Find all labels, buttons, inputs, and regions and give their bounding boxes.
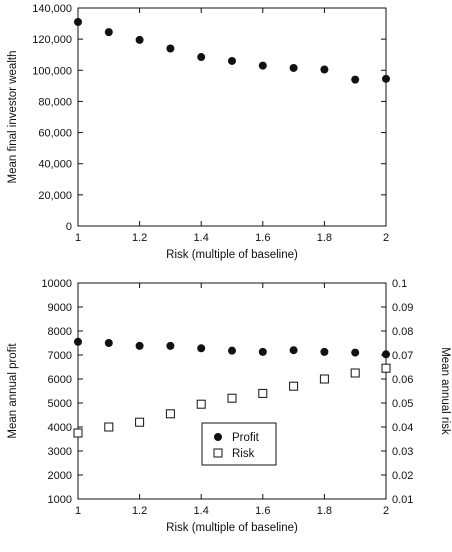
wealth-data-point [382,75,390,83]
y2-tick-label: 0.01 [392,494,413,506]
x-tick-label: 2 [383,505,389,517]
y2-tick-label: 0.1 [392,278,407,290]
risk-data-point [382,364,390,372]
risk-data-point [74,429,82,437]
y-tick-label: 120,000 [32,34,72,46]
y-tick-label: 9000 [48,302,72,314]
y-tick-label: 2000 [48,470,72,482]
y-tick-label: 5000 [48,398,72,410]
y2-tick-label: 0.07 [392,350,413,362]
profit-risk-ticks: 1 1.2 1.4 1.6 1.8 2 1000 2000 3000 4000 5000 6000 70… [41,278,413,517]
profit-data-point [197,344,205,352]
y-tick-label: 8000 [48,326,72,338]
y-tick-label: 4000 [48,422,72,434]
x-tick-label: 1 [75,505,81,517]
y-tick-label: 1000 [48,494,72,506]
x-tick-label: 1.6 [255,232,270,244]
risk-data-point [197,400,205,408]
profit-risk-x-axis-label: Risk (multiple of baseline) [166,522,298,534]
legend-profit-marker [214,433,222,441]
y2-tick-label: 0.08 [392,326,413,338]
y2-tick-label: 0.06 [392,374,413,386]
x-tick-label: 1.4 [194,232,209,244]
wealth-y-axis-label: Mean final investor wealth [7,51,19,184]
x-tick-label: 1.8 [317,505,332,517]
profit-data-point [320,348,328,356]
x-tick-label: 1.2 [132,232,147,244]
profit-data-point [228,347,236,355]
profit-data-point [382,350,390,358]
wealth-data-point [166,44,174,52]
wealth-data-point [197,53,205,61]
y2-tick-label: 0.04 [392,422,413,434]
x-tick-label: 1.8 [317,232,332,244]
risk-y-axis-label: Mean annual risk [439,347,451,435]
y-tick-label: 80,000 [38,96,72,108]
y-tick-label: 3000 [48,446,72,458]
legend-profit-label: Profit [232,432,260,444]
y-tick-label: 140,000 [32,3,72,15]
wealth-points [74,18,390,84]
profit-data-point [166,342,174,350]
y-tick-label: 0 [66,221,72,233]
profit-data-point [74,338,82,346]
legend-risk-label: Risk [232,448,255,460]
y-tick-label: 60,000 [38,128,72,140]
wealth-data-point [105,28,113,36]
y-tick-label: 7000 [48,350,72,362]
profit-risk-chart: 1 1.2 1.4 1.6 1.8 2 1000 2000 3000 4000 5000 6000 70… [7,278,451,534]
x-tick-label: 1.2 [132,505,147,517]
y2-tick-label: 0.05 [392,398,413,410]
wealth-data-point [290,64,298,72]
profit-data-point [136,342,144,350]
wealth-data-point [351,76,359,84]
profit-data-point [351,349,359,357]
y-tick-label: 40,000 [38,159,72,171]
risk-data-point [105,423,113,431]
profit-y-axis-label: Mean annual profit [7,343,19,439]
wealth-data-point [320,66,328,74]
y-tick-label: 100,000 [32,65,72,77]
legend-risk-marker [214,449,222,457]
x-tick-label: 1.6 [255,505,270,517]
risk-data-point [290,382,298,390]
y2-tick-label: 0.09 [392,302,413,314]
risk-data-point [259,389,267,397]
y-tick-label: 10000 [41,278,72,290]
legend: Profit Risk [202,423,276,465]
x-tick-label: 2 [383,232,389,244]
wealth-ticks: 1 1.2 1.4 1.6 1.8 2 0 20,000 40,000 60,000 80,000 1… [32,3,389,244]
wealth-chart: 1 1.2 1.4 1.6 1.8 2 0 20,000 40,000 60,000 80,000 1… [7,3,390,261]
wealth-plot-frame [78,8,386,226]
risk-data-point [320,375,328,383]
risk-data-point [228,394,236,402]
wealth-data-point [228,57,236,65]
y2-tick-label: 0.02 [392,470,413,482]
y-tick-label: 6000 [48,374,72,386]
wealth-data-point [74,18,82,26]
wealth-data-point [259,62,267,70]
profit-risk-points [74,338,390,437]
risk-data-point [136,418,144,426]
x-tick-label: 1 [75,232,81,244]
profit-data-point [105,339,113,347]
x-tick-label: 1.4 [194,505,209,517]
profit-data-point [259,348,267,356]
y2-tick-label: 0.03 [392,446,413,458]
y-tick-label: 20,000 [38,190,72,202]
wealth-x-axis-label: Risk (multiple of baseline) [166,249,298,261]
profit-risk-plot-frame [78,283,386,499]
profit-data-point [290,346,298,354]
risk-data-point [351,369,359,377]
wealth-data-point [136,36,144,44]
risk-data-point [166,410,174,418]
